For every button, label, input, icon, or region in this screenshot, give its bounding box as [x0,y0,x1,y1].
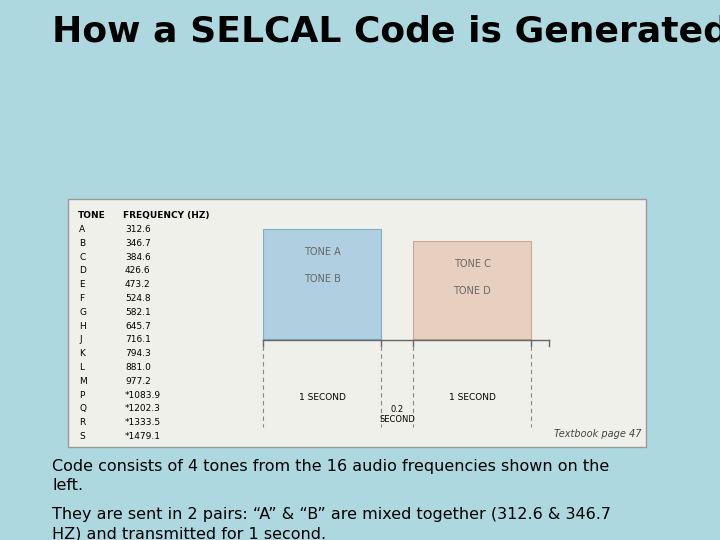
Text: Q: Q [79,404,86,414]
Text: They are sent in 2 pairs: “A” & “B” are mixed together (312.6 & 346.7
HZ) and tr: They are sent in 2 pairs: “A” & “B” are … [52,507,611,540]
Text: Code consists of 4 tones from the 16 audio frequencies shown on the
left.: Code consists of 4 tones from the 16 aud… [52,459,609,493]
Bar [413,241,531,339]
Text: *1202.3: *1202.3 [125,404,161,414]
Text: F: F [79,294,84,303]
Text: A: A [79,225,85,234]
Text: TONE: TONE [78,211,106,220]
Text: 0.2: 0.2 [390,404,404,414]
Text: M: M [79,377,86,386]
Text: L: L [79,363,84,372]
Text: 1 SECOND: 1 SECOND [449,393,495,402]
Text: 426.6: 426.6 [125,266,150,275]
Text: FREQUENCY (HZ): FREQUENCY (HZ) [123,211,210,220]
Text: B: B [79,239,85,248]
Text: TONE C: TONE C [454,259,490,269]
Text: 977.2: 977.2 [125,377,150,386]
Text: TONE B: TONE B [304,274,341,284]
Text: E: E [79,280,85,289]
Text: P: P [79,390,84,400]
Bar [68,199,646,447]
Text: K: K [79,349,85,358]
Text: How a SELCAL Code is Generated: How a SELCAL Code is Generated [52,15,720,49]
Text: 645.7: 645.7 [125,322,150,330]
Text: 582.1: 582.1 [125,308,150,317]
Text: D: D [79,266,86,275]
Text: SECOND: SECOND [379,415,415,424]
Text: G: G [79,308,86,317]
Text: *1333.5: *1333.5 [125,418,161,427]
Text: 473.2: 473.2 [125,280,150,289]
Text: C: C [79,253,85,261]
Text: TONE D: TONE D [453,286,491,296]
Text: 346.7: 346.7 [125,239,150,248]
Text: 384.6: 384.6 [125,253,150,261]
Text: 1 SECOND: 1 SECOND [299,393,346,402]
Text: Textbook page 47: Textbook page 47 [554,429,642,439]
Text: J: J [79,335,81,345]
Text: 524.8: 524.8 [125,294,150,303]
Text: H: H [79,322,86,330]
Bar [263,229,381,339]
Text: 794.3: 794.3 [125,349,150,358]
Text: *1479.1: *1479.1 [125,432,161,441]
Text: R: R [79,418,85,427]
Text: *1083.9: *1083.9 [125,390,161,400]
Text: S: S [79,432,85,441]
Text: 716.1: 716.1 [125,335,151,345]
Text: 881.0: 881.0 [125,363,151,372]
Text: 312.6: 312.6 [125,225,150,234]
Text: TONE A: TONE A [304,247,341,257]
